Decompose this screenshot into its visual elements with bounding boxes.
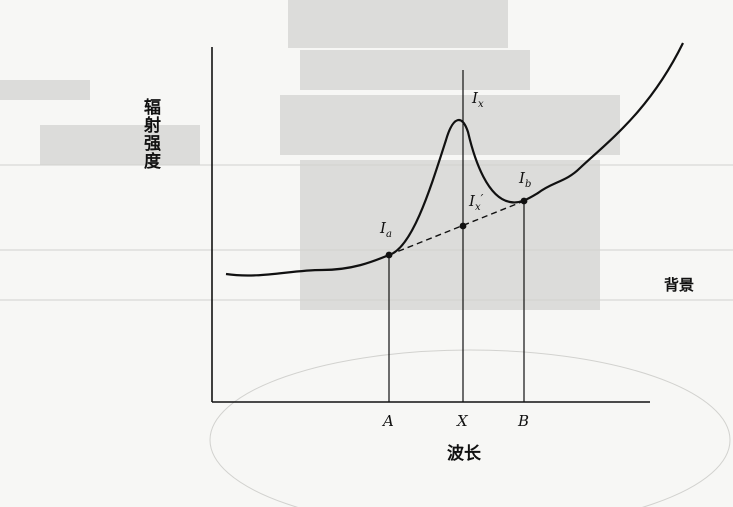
tick-label-b: B — [517, 412, 529, 430]
label-ia: Ia — [379, 219, 392, 240]
y-axis-label: 辐射强度 — [140, 98, 160, 170]
x-axis-label: 波长 — [447, 444, 481, 464]
point-ib — [520, 197, 528, 205]
background-baseline — [388, 200, 525, 256]
spectrum-curve — [225, 42, 684, 277]
background-label: 背景 — [664, 276, 695, 294]
point-ia — [385, 251, 393, 259]
label-ix-prime: Ix′ — [468, 192, 484, 213]
label-ix: Ix — [471, 89, 484, 110]
point-ix-prime — [459, 222, 467, 230]
tick-label-x: X — [456, 412, 469, 430]
tick-label-a: A — [381, 412, 394, 430]
label-ib: Ib — [518, 169, 531, 190]
